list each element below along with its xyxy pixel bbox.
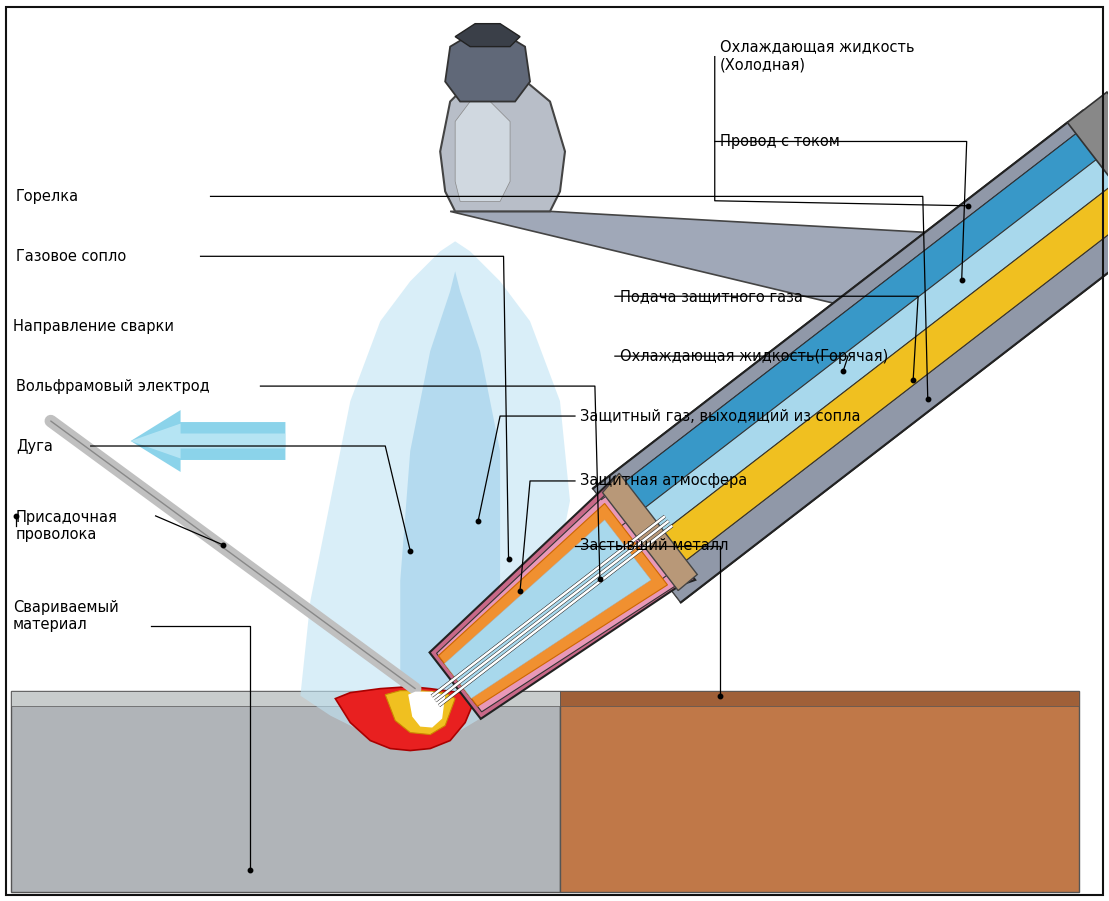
Polygon shape xyxy=(301,241,570,742)
Polygon shape xyxy=(593,123,1076,499)
Text: Вольфрамовый электрод: Вольфрамовый электрод xyxy=(16,378,210,394)
Polygon shape xyxy=(455,102,510,202)
Polygon shape xyxy=(560,691,1079,705)
Polygon shape xyxy=(601,133,1096,525)
Polygon shape xyxy=(445,520,651,698)
Text: Горелка: Горелка xyxy=(16,189,79,204)
Text: Газовое сопло: Газовое сопло xyxy=(16,249,126,264)
Polygon shape xyxy=(11,691,560,705)
Text: Защитный газ, выходящий из сопла: Защитный газ, выходящий из сопла xyxy=(580,408,861,423)
Polygon shape xyxy=(445,32,530,102)
Polygon shape xyxy=(602,473,698,590)
Polygon shape xyxy=(1067,92,1109,236)
Polygon shape xyxy=(593,109,1109,602)
Text: Дуга: Дуга xyxy=(16,439,53,453)
Polygon shape xyxy=(455,23,520,47)
Text: Подача защитного газа: Подача защитного газа xyxy=(620,288,803,304)
Polygon shape xyxy=(560,691,1079,892)
FancyArrow shape xyxy=(131,410,285,472)
Text: Охлаждающая жидкость(Горячая): Охлаждающая жидкость(Горячая) xyxy=(620,349,888,364)
Polygon shape xyxy=(640,184,1109,578)
Text: Присадочная
проволока: Присадочная проволока xyxy=(16,510,118,542)
Polygon shape xyxy=(400,271,500,698)
Text: Свариваемый
материал: Свариваемый материал xyxy=(13,599,119,632)
Text: Охлаждающая жидкость
(Холодная): Охлаждающая жидкость (Холодная) xyxy=(720,40,914,72)
Polygon shape xyxy=(429,477,695,719)
Polygon shape xyxy=(335,687,475,751)
Polygon shape xyxy=(437,492,679,712)
Polygon shape xyxy=(438,504,668,706)
Text: Направление сварки: Направление сварки xyxy=(13,319,174,333)
Polygon shape xyxy=(622,159,1109,550)
Text: Провод с током: Провод с током xyxy=(720,134,840,149)
Polygon shape xyxy=(440,77,564,212)
Polygon shape xyxy=(450,212,1013,346)
Polygon shape xyxy=(408,692,445,728)
Polygon shape xyxy=(662,213,1109,602)
Polygon shape xyxy=(385,691,455,734)
FancyArrow shape xyxy=(131,423,285,459)
Polygon shape xyxy=(11,691,560,892)
Text: Защитная атмосфера: Защитная атмосфера xyxy=(580,473,747,488)
Text: Застывший металл: Застывший металл xyxy=(580,539,729,553)
